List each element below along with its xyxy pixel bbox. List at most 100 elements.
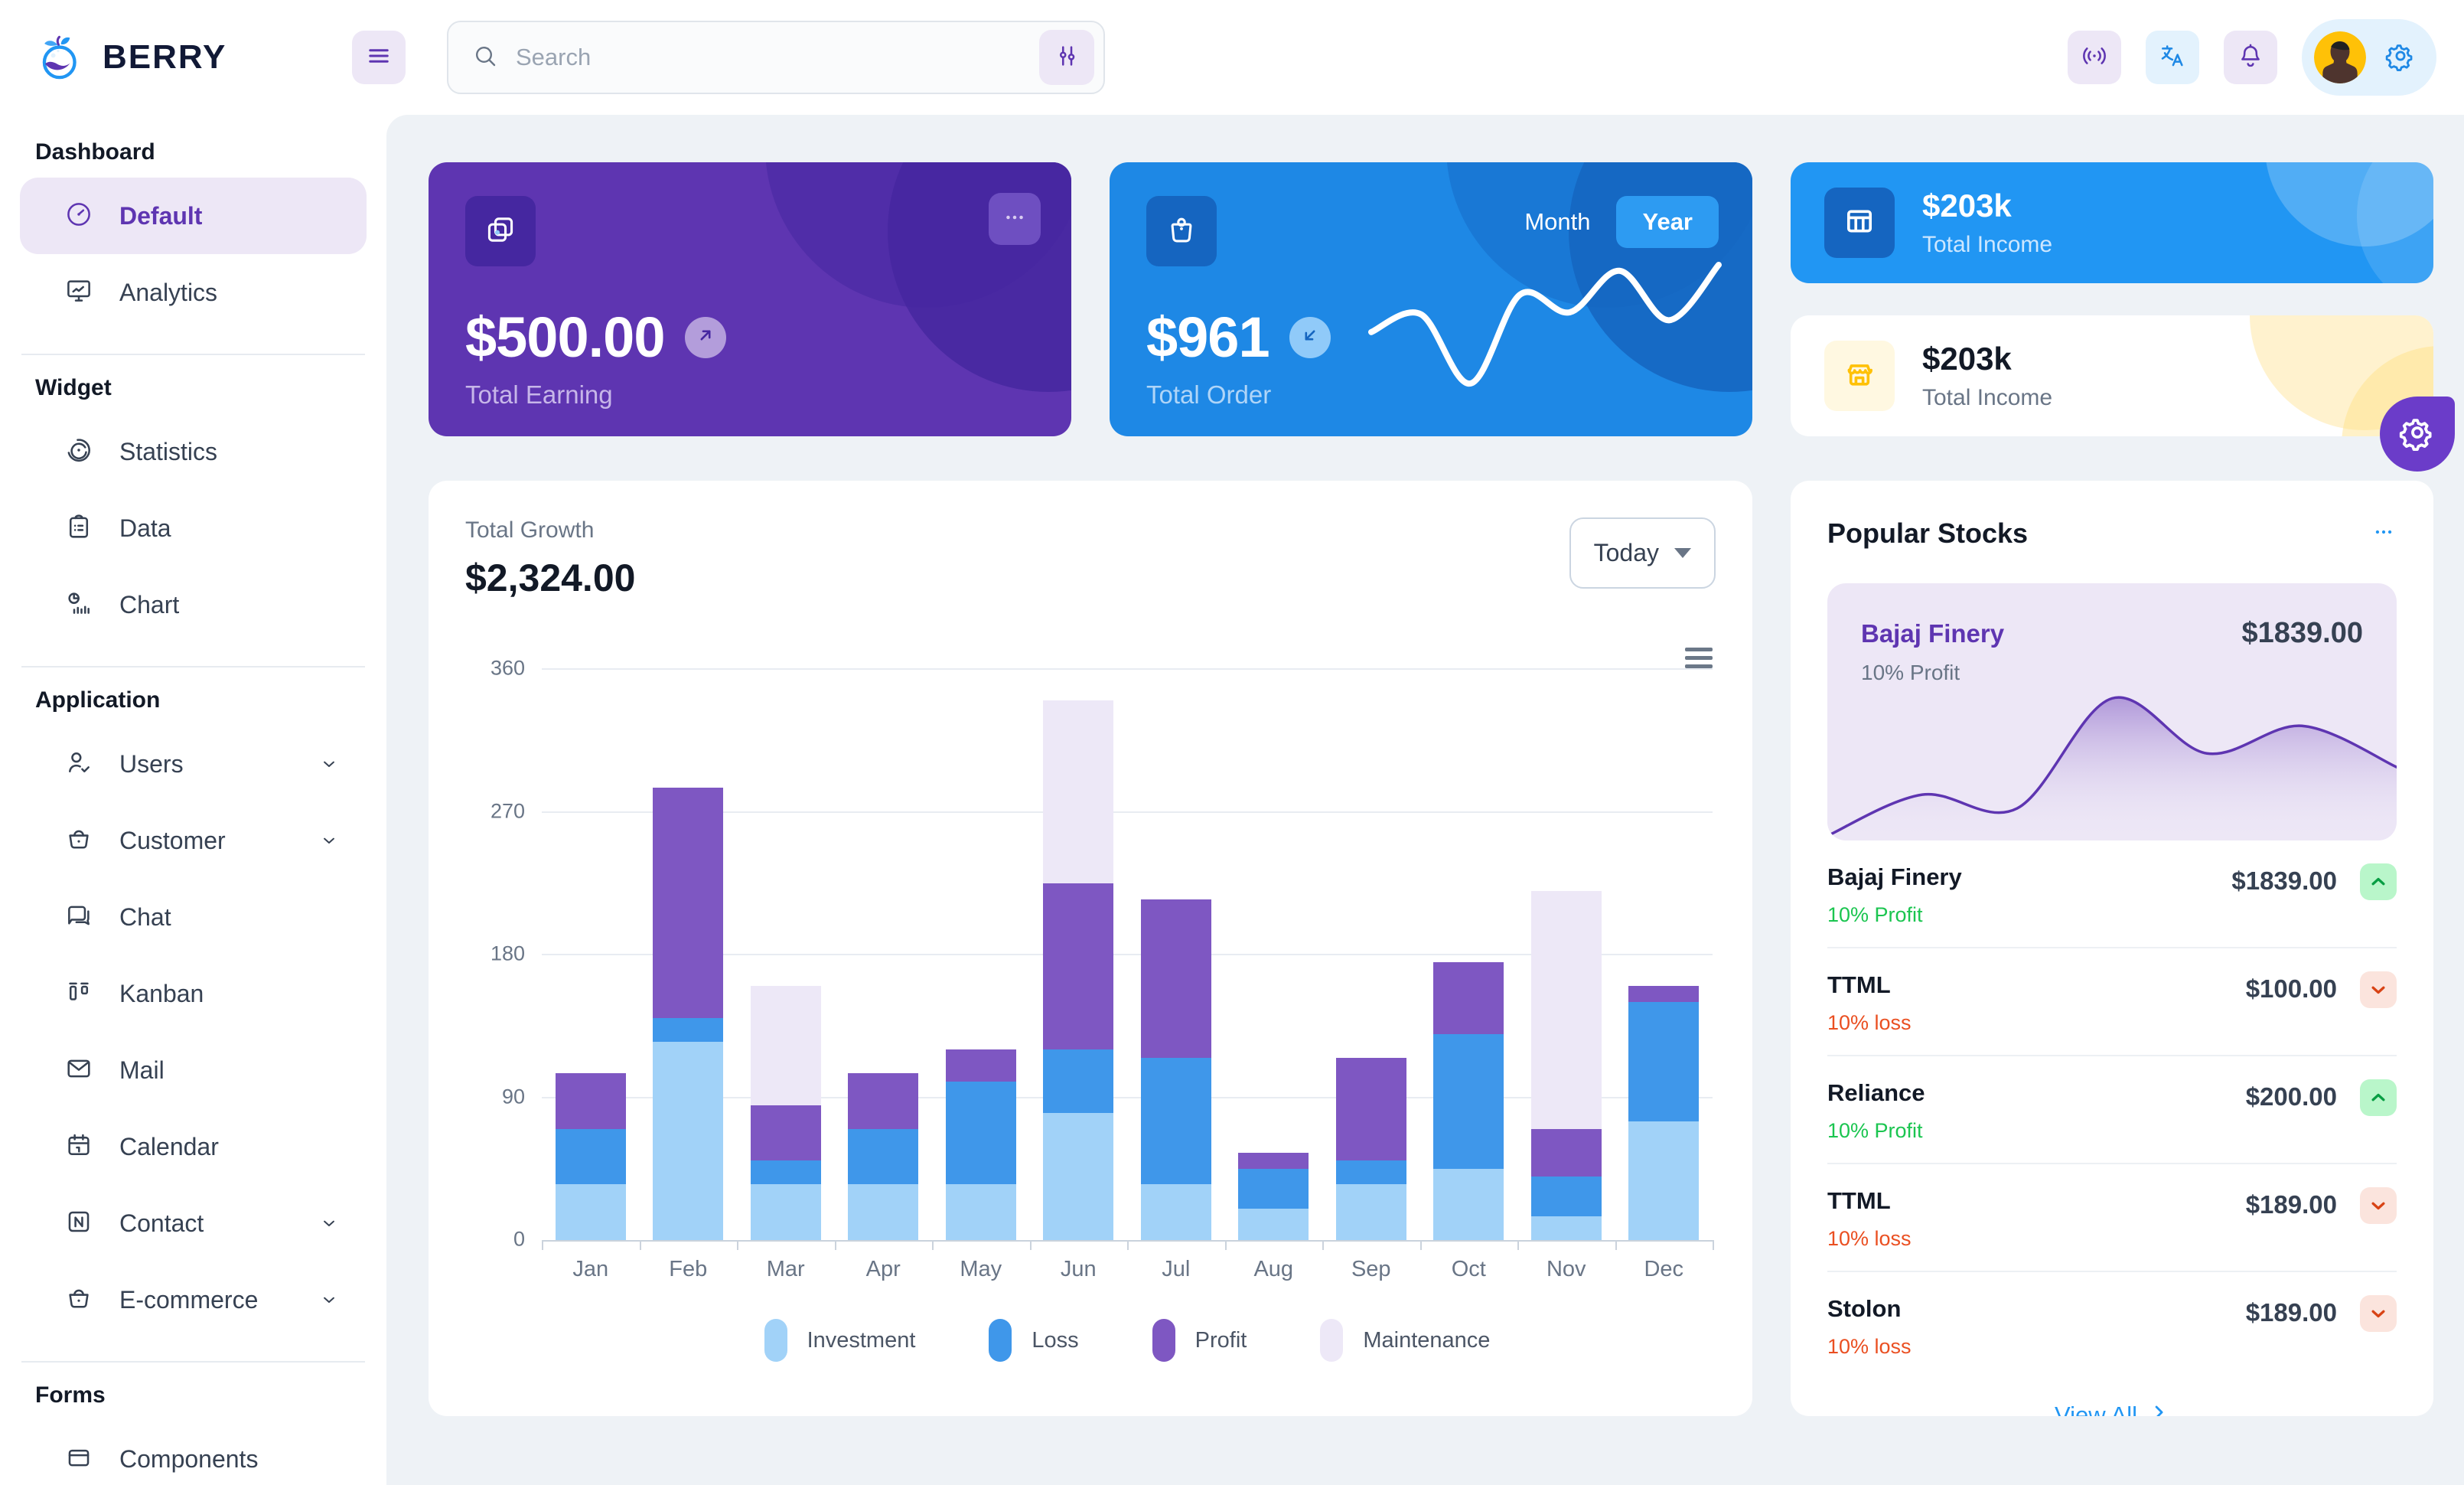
broadcast-button[interactable]: [2068, 31, 2121, 84]
bar-segment-loss: [1238, 1168, 1309, 1209]
sidebar-item-default[interactable]: Default: [20, 178, 367, 254]
bar-segment-investment: [848, 1184, 919, 1240]
chevron-down-icon: [319, 1213, 339, 1233]
gridline-360: 360: [491, 657, 1713, 680]
gear-icon: [2384, 40, 2417, 76]
sidebar-item-customer[interactable]: Customer: [20, 802, 367, 879]
stock-trend-badge: [2360, 1295, 2397, 1332]
translate-button[interactable]: [2146, 31, 2199, 84]
sidebar-item-components[interactable]: Components: [20, 1421, 367, 1485]
section-label-forms: Forms: [35, 1382, 106, 1408]
sidebar-item-statistics[interactable]: Statistics: [20, 413, 367, 490]
popular-stocks-card: Popular Stocks Bajaj Finery $1839.00 10%…: [1791, 481, 2433, 1416]
bar-segment-profit: [1238, 1153, 1309, 1169]
chevron-down-icon: [319, 831, 339, 850]
customize-fab-button[interactable]: [2380, 397, 2455, 472]
toggle-month-button[interactable]: Month: [1524, 208, 1591, 235]
total-order-value: $961: [1146, 305, 1270, 369]
sidebar-item-label: Chat: [119, 902, 171, 931]
bar-dec: [1628, 986, 1700, 1240]
featured-stock-name: Bajaj Finery: [1861, 619, 2005, 648]
sidebar-item-label: Customer: [119, 826, 226, 854]
sidebar-item-calendar[interactable]: Calendar: [20, 1108, 367, 1185]
userv-icon: [64, 748, 93, 781]
earning-card-menu-button[interactable]: [989, 193, 1041, 245]
components-icon: [64, 1443, 93, 1476]
bar-segment-profit: [1335, 1057, 1406, 1161]
sidebar-item-label: Contact: [119, 1209, 204, 1237]
basket-icon: [64, 1284, 93, 1317]
bar-segment-loss: [1043, 1049, 1114, 1114]
gauge-icon: [64, 200, 93, 233]
arrow-down-left-icon: [1300, 325, 1320, 349]
bar-segment-profit: [1140, 899, 1211, 1058]
sidebar-divider: [21, 666, 365, 667]
bar-segment-profit: [653, 788, 724, 1018]
sidebar-item-label: Mail: [119, 1056, 165, 1084]
search-input[interactable]: [516, 44, 1022, 71]
view-all-button[interactable]: View All: [1827, 1402, 2397, 1416]
stock-change: 10% loss: [1827, 1335, 1912, 1358]
arrow-up-right-icon: [696, 325, 715, 349]
bar-segment-profit: [1043, 883, 1114, 1050]
header-actions: [2068, 19, 2464, 96]
bar-segment-loss: [1433, 1033, 1504, 1169]
sidebar-item-e-commerce[interactable]: E-commerce: [20, 1261, 367, 1338]
chevron-down-icon: [319, 1290, 339, 1310]
sidebar-item-chart[interactable]: Chart: [20, 566, 367, 643]
growth-value: $2,324.00: [465, 556, 636, 599]
chart-menu-button[interactable]: [1685, 648, 1713, 668]
more-dots-icon: [2371, 519, 2397, 549]
bar-segment-maintenance: [1043, 700, 1114, 883]
view-all-label: View All: [2055, 1402, 2137, 1416]
bar-segment-investment: [653, 1041, 724, 1240]
bar-nov: [1530, 891, 1602, 1240]
period-select[interactable]: Today: [1569, 517, 1716, 589]
bar-segment-profit: [945, 1049, 1016, 1082]
stock-price: $189.00: [2245, 1190, 2337, 1219]
bar-segment-investment: [1335, 1184, 1406, 1240]
toggle-year-button[interactable]: Year: [1616, 196, 1719, 248]
broadcast-icon: [2080, 41, 2109, 74]
bar-jun: [1043, 700, 1114, 1240]
brand-name: BERRY: [103, 38, 227, 76]
logo[interactable]: BERRY: [0, 32, 352, 83]
sidebar-item-analytics[interactable]: Analytics: [20, 254, 367, 331]
sidebar-item-chat[interactable]: Chat: [20, 879, 367, 955]
bar-segment-loss: [1335, 1160, 1406, 1185]
stock-name: Reliance: [1827, 1079, 1925, 1106]
bar-segment-loss: [1530, 1177, 1602, 1216]
bar-segment-loss: [653, 1017, 724, 1042]
search-filter-button[interactable]: [1039, 30, 1094, 85]
x-label-dec: Dec: [1644, 1257, 1684, 1281]
stocks-menu-button[interactable]: [2371, 519, 2397, 549]
sidebar-item-contact[interactable]: Contact: [20, 1185, 367, 1261]
stock-trend-badge: [2360, 863, 2397, 900]
x-label-jan: Jan: [572, 1257, 609, 1281]
sidebar-toggle-button[interactable]: [352, 31, 406, 84]
legend-item-maintenance: Maintenance: [1320, 1319, 1490, 1362]
storefront-icon: [1842, 357, 1877, 396]
sidebar-item-label: Components: [119, 1444, 259, 1473]
legend-item-investment: Investment: [764, 1319, 915, 1362]
notifications-button[interactable]: [2224, 31, 2277, 84]
search-icon: [471, 42, 499, 73]
bar-mar: [750, 986, 821, 1240]
sidebar-item-mail[interactable]: Mail: [20, 1032, 367, 1108]
bar-segment-investment: [555, 1184, 626, 1240]
profile-menu-button[interactable]: [2302, 19, 2436, 96]
bar-feb: [653, 788, 724, 1240]
sidebar-item-users[interactable]: Users: [20, 726, 367, 802]
avatar: [2314, 31, 2366, 83]
sidebar-item-label: Statistics: [119, 437, 218, 465]
sidebar: Dashboard Default Analytics Widget Statistic…: [0, 115, 386, 1485]
berry-logo-icon: [42, 35, 77, 80]
featured-stock-panel[interactable]: Bajaj Finery $1839.00 10% Profit: [1827, 583, 2397, 840]
main-content: $500.00 Total Earning Month Year $961: [429, 162, 2433, 1416]
bar-segment-profit: [555, 1073, 626, 1129]
stock-row-ttml: TTML 10% loss $100.00: [1827, 948, 2397, 1056]
caret-down-icon: [1674, 548, 1691, 558]
sidebar-item-data[interactable]: Data: [20, 490, 367, 566]
sidebar-item-kanban[interactable]: Kanban: [20, 955, 367, 1032]
bar-segment-investment: [750, 1184, 821, 1240]
